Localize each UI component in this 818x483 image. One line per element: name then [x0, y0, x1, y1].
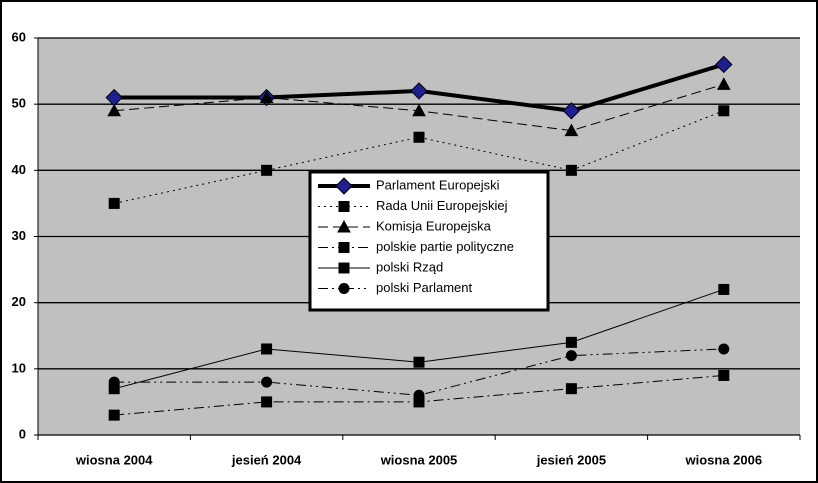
marker — [718, 343, 730, 355]
legend-label: polski Rząd — [376, 259, 443, 274]
legend-label: Komisja Europejska — [376, 218, 492, 233]
marker — [565, 383, 577, 395]
marker — [564, 123, 579, 137]
legend-label: polskie partie polityczne — [376, 239, 514, 254]
marker — [410, 82, 428, 100]
marker — [715, 55, 733, 74]
marker — [413, 131, 425, 143]
marker — [338, 283, 350, 294]
marker — [261, 343, 273, 355]
marker — [338, 201, 350, 212]
marker — [335, 177, 353, 195]
marker — [413, 389, 425, 401]
marker — [108, 376, 120, 388]
y-tick-label: 10 — [12, 360, 26, 375]
legend-box — [308, 170, 550, 312]
x-tick-label: wiosna 2006 — [684, 452, 762, 467]
marker — [718, 283, 730, 295]
marker — [718, 105, 730, 117]
legend-label: Rada Unii Europejskiej — [376, 198, 508, 213]
marker — [718, 369, 730, 381]
y-tick-label: 50 — [12, 96, 26, 111]
x-tick-label: jesień 2004 — [231, 452, 302, 467]
marker — [259, 90, 274, 104]
marker — [565, 350, 577, 362]
marker — [412, 103, 426, 117]
marker — [338, 262, 350, 274]
marker — [338, 242, 350, 253]
marker — [108, 197, 120, 209]
y-tick-label: 40 — [12, 162, 26, 177]
marker — [107, 103, 122, 117]
marker — [261, 396, 273, 408]
marker — [413, 356, 425, 368]
x-tick-label: wiosna 2004 — [75, 452, 153, 467]
y-tick-label: 0 — [19, 426, 26, 441]
marker — [261, 376, 273, 388]
x-tick-label: jesień 2005 — [536, 452, 606, 467]
legend: Parlament Europejski Rada Unii Europejski… — [308, 170, 550, 312]
marker — [565, 164, 577, 176]
legend-label: polski Parlament — [376, 280, 472, 295]
marker — [337, 219, 351, 233]
series-line — [114, 110, 724, 204]
marker — [108, 409, 120, 421]
marker — [716, 77, 731, 90]
legend-label: Parlament Europejski — [376, 177, 500, 192]
y-tick-label: 20 — [12, 294, 26, 309]
marker — [562, 102, 581, 120]
marker — [565, 336, 577, 348]
y-tick-label: 30 — [12, 228, 26, 243]
y-tick-label: 60 — [12, 29, 26, 44]
marker — [261, 164, 273, 176]
x-tick-label: wiosna 2005 — [380, 452, 458, 467]
